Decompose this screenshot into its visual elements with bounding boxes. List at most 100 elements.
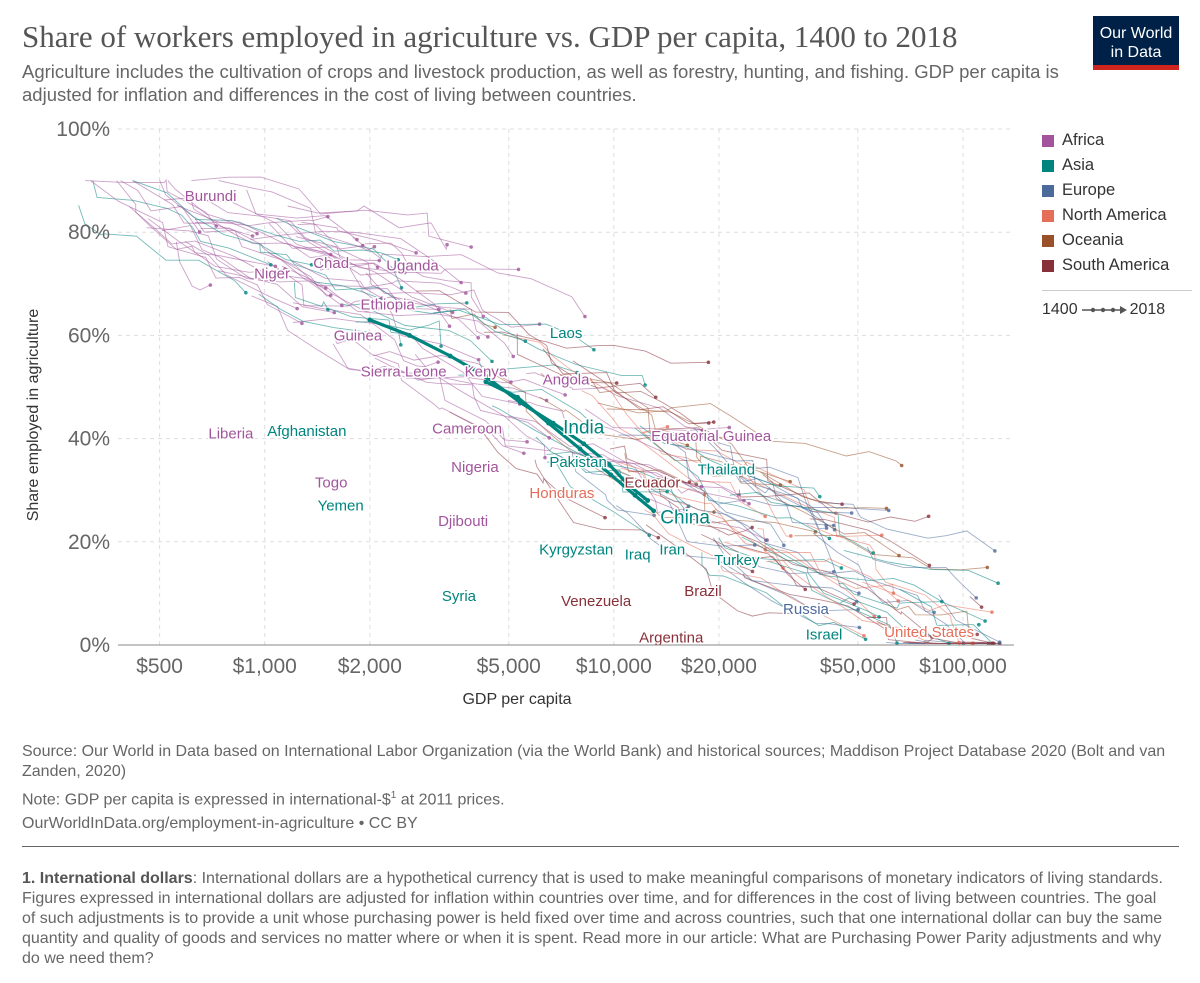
country-label[interactable]: Niger bbox=[253, 264, 292, 284]
trajectory-endpoint[interactable] bbox=[789, 534, 793, 538]
trajectory-line[interactable] bbox=[838, 583, 942, 609]
trajectory-line[interactable] bbox=[654, 427, 843, 505]
trajectory-line[interactable] bbox=[332, 343, 566, 396]
trajectory-endpoint[interactable] bbox=[891, 591, 896, 595]
trajectory-line[interactable] bbox=[539, 396, 708, 440]
trajectory-line[interactable] bbox=[483, 331, 709, 364]
trajectory-endpoint[interactable] bbox=[899, 463, 904, 468]
trajectory-line[interactable] bbox=[320, 260, 378, 271]
trajectory-endpoint[interactable] bbox=[977, 622, 981, 627]
country-label[interactable]: Venezuela bbox=[560, 592, 634, 612]
trajectory-endpoint[interactable] bbox=[398, 343, 403, 347]
country-label[interactable]: Thailand bbox=[696, 460, 757, 480]
trajectory-line[interactable] bbox=[764, 543, 880, 618]
trajectory-line[interactable] bbox=[461, 362, 697, 485]
trajectory-line[interactable] bbox=[516, 333, 656, 398]
trajectory-line[interactable] bbox=[713, 539, 806, 590]
trajectory-endpoint[interactable] bbox=[857, 591, 861, 595]
trajectory-line[interactable] bbox=[712, 467, 852, 514]
trajectory-endpoint[interactable] bbox=[896, 599, 901, 603]
trajectory-endpoint[interactable] bbox=[839, 566, 844, 570]
trajectory-line[interactable] bbox=[606, 408, 791, 483]
trajectory-endpoint[interactable] bbox=[340, 303, 344, 308]
trajectory-endpoint[interactable] bbox=[647, 533, 651, 537]
trajectory-line[interactable] bbox=[415, 290, 617, 384]
trajectory-endpoint[interactable] bbox=[818, 494, 822, 499]
trajectory-line[interactable] bbox=[705, 436, 902, 466]
trajectory-line[interactable] bbox=[701, 552, 866, 640]
trajectory-endpoint[interactable] bbox=[260, 276, 265, 281]
trajectory-endpoint[interactable] bbox=[862, 634, 866, 638]
trajectory-endpoint[interactable] bbox=[377, 306, 382, 311]
trajectory-endpoint[interactable] bbox=[884, 506, 889, 511]
country-label[interactable]: Chad bbox=[312, 254, 351, 274]
country-label[interactable]: Togo bbox=[313, 473, 349, 493]
trajectory-line[interactable] bbox=[414, 354, 546, 458]
trajectory-endpoint[interactable] bbox=[476, 335, 481, 340]
trajectory-line[interactable] bbox=[250, 230, 462, 283]
trajectory-line[interactable] bbox=[616, 505, 859, 612]
trajectory-endpoint[interactable] bbox=[376, 331, 380, 336]
legend-item-oceania[interactable]: Oceania bbox=[1042, 228, 1192, 253]
trajectory-line[interactable] bbox=[680, 480, 835, 531]
trajectory-endpoint[interactable] bbox=[985, 565, 990, 570]
legend-item-north-america[interactable]: North America bbox=[1042, 203, 1192, 228]
trajectory-endpoint[interactable] bbox=[727, 425, 732, 430]
trajectory-endpoint[interactable] bbox=[824, 523, 829, 528]
trajectory-endpoint[interactable] bbox=[574, 422, 579, 426]
trajectory-line[interactable] bbox=[645, 524, 802, 617]
trajectory-line[interactable] bbox=[189, 195, 342, 265]
trajectory-endpoint[interactable] bbox=[857, 625, 862, 630]
country-label[interactable]: Ecuador bbox=[623, 473, 682, 493]
trajectory-line[interactable] bbox=[644, 509, 865, 637]
trajectory-line[interactable] bbox=[742, 466, 860, 594]
trajectory-line[interactable] bbox=[534, 459, 659, 539]
trajectory-line[interactable] bbox=[759, 471, 887, 509]
trajectory-endpoint[interactable] bbox=[997, 640, 1002, 644]
trajectory-endpoint[interactable] bbox=[897, 553, 901, 558]
trajectory-line[interactable] bbox=[246, 189, 358, 240]
trajectory-line[interactable] bbox=[194, 221, 331, 259]
trajectory-endpoint[interactable] bbox=[764, 538, 768, 542]
trajectory-endpoint[interactable] bbox=[603, 515, 607, 520]
trajectory-line[interactable] bbox=[292, 317, 520, 405]
trajectory-endpoint[interactable] bbox=[871, 551, 875, 555]
trajectory-endpoint[interactable] bbox=[547, 436, 552, 440]
legend-item-south-america[interactable]: South America bbox=[1042, 253, 1192, 278]
trajectory-line[interactable] bbox=[617, 461, 875, 617]
trajectory-line[interactable] bbox=[78, 205, 247, 294]
trajectory-line[interactable] bbox=[806, 524, 960, 643]
country-label[interactable]: Guinea bbox=[332, 326, 384, 346]
trajectory-endpoint[interactable] bbox=[459, 280, 463, 285]
trajectory-line[interactable] bbox=[489, 426, 702, 488]
trajectory-endpoint[interactable] bbox=[803, 587, 808, 592]
trajectory-line[interactable] bbox=[129, 206, 380, 313]
trajectory-line[interactable] bbox=[364, 242, 484, 317]
trajectory-line[interactable] bbox=[969, 596, 982, 608]
trajectory-endpoint[interactable] bbox=[516, 267, 521, 272]
trajectory-line[interactable] bbox=[840, 597, 950, 644]
trajectory-endpoint[interactable] bbox=[414, 251, 418, 255]
country-label[interactable]: Sierra Leone bbox=[359, 362, 448, 382]
trajectory-line[interactable] bbox=[132, 180, 253, 237]
country-label[interactable]: Russia bbox=[782, 599, 832, 619]
trajectory-endpoint[interactable] bbox=[543, 455, 547, 460]
trajectory-endpoint[interactable] bbox=[197, 230, 202, 234]
highlight-point-china[interactable] bbox=[483, 379, 489, 385]
trajectory-line[interactable] bbox=[656, 477, 753, 536]
trajectory-endpoint[interactable] bbox=[595, 426, 600, 431]
country-label[interactable]: Syria bbox=[440, 586, 478, 606]
highlight-point-china[interactable] bbox=[632, 492, 638, 498]
trajectory-endpoint[interactable] bbox=[583, 314, 587, 319]
trajectory-endpoint[interactable] bbox=[464, 301, 469, 305]
trajectory-endpoint[interactable] bbox=[747, 501, 751, 506]
source-url[interactable]: OurWorldInData.org/employment-in-agricul… bbox=[22, 815, 418, 833]
trajectory-endpoint[interactable] bbox=[464, 291, 468, 295]
trajectory-line[interactable] bbox=[546, 461, 650, 536]
trajectory-endpoint[interactable] bbox=[824, 526, 829, 530]
trajectory-endpoint[interactable] bbox=[486, 335, 490, 339]
country-label[interactable]: India bbox=[562, 416, 607, 440]
trajectory-line[interactable] bbox=[535, 436, 668, 493]
trajectory-endpoint[interactable] bbox=[525, 440, 529, 444]
trajectory-endpoint[interactable] bbox=[283, 267, 287, 271]
